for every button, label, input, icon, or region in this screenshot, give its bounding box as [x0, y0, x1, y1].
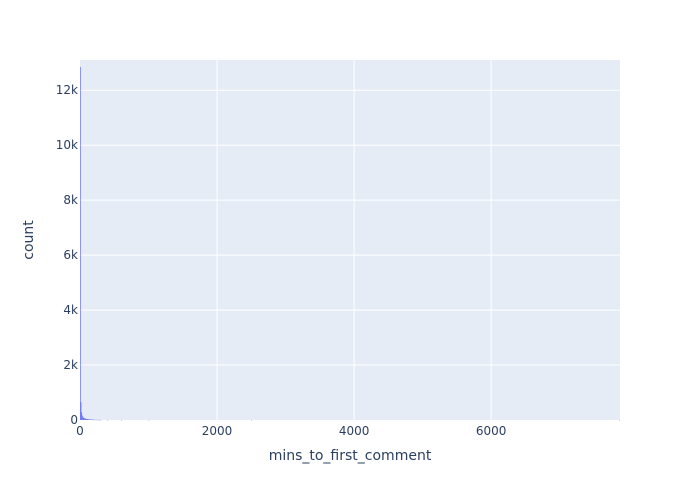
- histogram-bar: [85, 418, 87, 420]
- histogram-bar: [84, 418, 86, 420]
- histogram-bar: [88, 419, 89, 420]
- histogram-bar: [97, 419, 99, 421]
- histogram-bar: [90, 419, 92, 421]
- histogram-bars: [80, 66, 620, 421]
- histogram-bar: [86, 418, 87, 420]
- histogram-bar: [99, 419, 100, 421]
- y-tick-label: 0: [70, 413, 78, 427]
- y-tick-label: 6k: [63, 248, 78, 262]
- x-axis-ticks: 0 2000 4000 6000: [76, 424, 506, 438]
- histogram-bar: [80, 66, 81, 420]
- plot-background: [80, 60, 620, 420]
- y-tick-label: 2k: [63, 358, 78, 372]
- histogram-bar: [93, 419, 94, 421]
- x-tick-label: 2000: [202, 424, 233, 438]
- y-tick-label: 10k: [56, 138, 78, 152]
- histogram-bar: [86, 419, 88, 420]
- histogram-bar: [84, 418, 85, 420]
- histogram-bar: [619, 419, 620, 421]
- y-axis-title: count: [21, 220, 37, 260]
- x-axis-title: mins_to_first_comment: [269, 448, 432, 464]
- histogram-bar: [96, 419, 98, 421]
- grid-lines: [80, 60, 620, 420]
- x-tick-label: 0: [76, 424, 84, 438]
- y-tick-label: 8k: [63, 193, 78, 207]
- histogram-bar: [251, 419, 253, 421]
- histogram-bar: [88, 419, 90, 420]
- histogram-bar: [80, 402, 82, 420]
- histogram-bar: [81, 412, 83, 420]
- x-tick-label: 4000: [339, 424, 370, 438]
- histogram-bar: [91, 419, 93, 421]
- y-axis-ticks: 0 2k 4k 6k 8k 10k 12k: [56, 83, 78, 427]
- x-tick-label: 6000: [476, 424, 507, 438]
- histogram-bar: [121, 419, 122, 421]
- y-tick-label: 4k: [63, 303, 78, 317]
- histogram-bar: [82, 415, 83, 420]
- y-tick-label: 12k: [56, 83, 78, 97]
- histogram-bar: [87, 419, 89, 420]
- histogram-bar: [148, 419, 150, 421]
- histogram-bar: [92, 419, 94, 421]
- histogram-bar: [95, 419, 96, 421]
- histogram-bar: [93, 419, 95, 421]
- histogram-bar: [89, 419, 91, 420]
- histogram-bar: [107, 419, 109, 421]
- histogram-bar: [100, 419, 102, 421]
- histogram-bar: [83, 417, 85, 420]
- histogram-bar: [90, 419, 91, 420]
- histogram-bar: [82, 416, 84, 420]
